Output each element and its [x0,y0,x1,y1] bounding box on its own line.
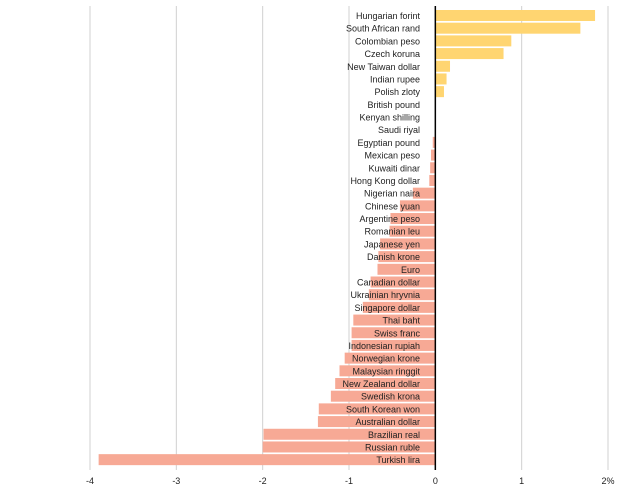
bar [432,136,436,148]
category-label: British pound [367,100,420,110]
category-label: Hong Kong dollar [350,176,420,186]
bar [351,327,436,339]
x-tick-label: 2% [601,476,614,486]
bar [435,48,504,60]
category-label: New Taiwan dollar [347,62,420,72]
category-label: Japanese yen [364,239,420,249]
bar [435,22,581,34]
x-tick-label: 0 [433,476,438,486]
category-label: South African rand [346,24,420,34]
category-label: Turkish lira [376,455,420,465]
bar [435,60,451,72]
bar [339,365,436,377]
category-label: Argentine peso [359,214,420,224]
bar [263,428,436,440]
bar [362,301,436,313]
category-label: Indonesian rupiah [348,341,420,351]
bar [368,289,436,301]
category-label: South Korean won [346,404,420,414]
category-label: Kenyan shilling [359,113,420,123]
category-label: Czech koruna [364,49,420,59]
bar [335,378,436,390]
category-label: Kuwaiti dinar [368,163,420,173]
category-label: Chinese yuan [365,201,420,211]
bar [390,213,436,225]
category-label: Thai baht [382,316,420,326]
bar [399,200,436,212]
bar [351,339,436,351]
bar [318,403,436,415]
bar [431,149,436,161]
category-label: Euro [401,265,420,275]
bar [389,225,436,237]
category-label: Singapore dollar [354,303,420,313]
category-label: Mexican peso [364,151,420,161]
bar [353,314,436,326]
category-label: Indian rupee [370,74,420,84]
bar [412,187,436,199]
bar [262,441,436,453]
category-label: New Zealand dollar [342,379,420,389]
bar [429,174,436,186]
bar [317,416,436,428]
category-label: Brazilian real [368,430,420,440]
bar [430,162,436,174]
bar [435,73,447,85]
category-label: Polish zloty [374,87,420,97]
category-label: Egyptian pound [357,138,420,148]
category-label: Ukrainian hryvnia [350,290,420,300]
bar [435,35,512,47]
category-label: Russian ruble [365,442,420,452]
category-label: Swedish krona [361,392,420,402]
bar [380,238,436,250]
category-label: Nigerian naira [364,189,420,199]
bar [344,352,436,364]
bar [435,10,596,21]
category-label: Saudi riyal [378,125,420,135]
category-label: Canadian dollar [357,277,420,287]
category-label: Norwegian krone [352,354,420,364]
bar [98,454,436,466]
bar [435,86,444,98]
x-tick-label: 1 [519,476,524,486]
category-label: Malaysian ringgit [352,366,420,376]
bar [378,251,436,263]
category-label: Swiss franc [374,328,421,338]
x-tick-label: -4 [86,476,94,486]
category-label: Colombian peso [355,36,420,46]
category-label: Danish krone [367,252,420,262]
bar [370,276,436,288]
x-tick-label: -1 [345,476,353,486]
category-label: Romanian leu [364,227,420,237]
bar [330,390,436,402]
category-label: Hungarian forint [356,11,421,21]
x-tick-label: -2 [259,476,267,486]
x-tick-label: -3 [172,476,180,486]
bar [377,263,436,275]
category-label: Australian dollar [355,417,420,427]
